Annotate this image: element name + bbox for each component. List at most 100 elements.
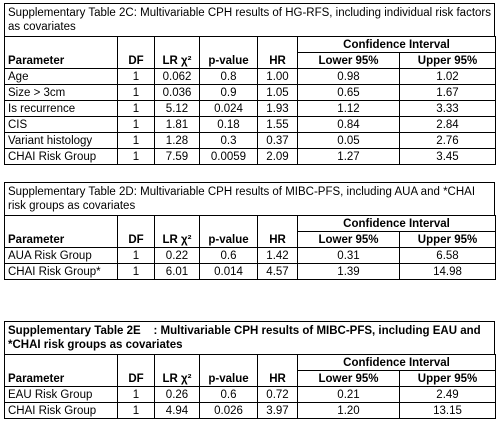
- table-row: AUA Risk Group 1 0.22 0.6 1.42 0.31 6.58: [4, 247, 496, 264]
- table-cell: 7.59: [154, 148, 200, 165]
- table-cell: 2.76: [399, 132, 496, 149]
- table-cell: 0.014: [199, 263, 258, 280]
- table-cell: 0.024: [199, 100, 258, 117]
- column-header: Parameter: [4, 354, 118, 387]
- table-row: CIS 1 1.81 0.18 1.55 0.84 2.84: [4, 116, 496, 133]
- table-row: CHAI Risk Group 1 7.59 0.0059 2.09 1.27 3.45: [4, 148, 496, 165]
- table-block: Supplementary Table 2E : Multivariable C…: [4, 321, 496, 419]
- table-cell: 0.036: [154, 84, 200, 101]
- table-cell: 1: [117, 68, 155, 85]
- column-header: Parameter: [4, 215, 118, 248]
- column-header: Lower 95%: [297, 370, 400, 387]
- table-cell: CHAI Risk Group*: [4, 263, 118, 280]
- table-cell: 1.00: [257, 68, 298, 85]
- table-cell: 13.15: [399, 402, 496, 419]
- table-cell: 0.9: [199, 84, 258, 101]
- column-header: Parameter: [4, 36, 118, 69]
- table-cell: 1: [117, 132, 155, 149]
- column-header: p-value: [199, 36, 258, 69]
- table-cell: 1.27: [297, 148, 400, 165]
- table-cell: 0.8: [199, 68, 258, 85]
- header-row: Lower 95% Upper 95%: [5, 231, 496, 248]
- table-cell: 4.57: [257, 263, 298, 280]
- column-header: HR: [257, 36, 298, 69]
- table-row: EAU Risk Group 1 0.26 0.6 0.72 0.21 2.49: [4, 386, 496, 403]
- table-caption: Supplementary Table 2C: Multivariable CP…: [4, 3, 495, 36]
- table-cell: 3.45: [399, 148, 496, 165]
- table-cell: Size > 3cm: [4, 84, 118, 101]
- table-cell: 0.6: [199, 247, 258, 264]
- table-cell: 14.98: [399, 263, 496, 280]
- table-cell: 0.026: [199, 402, 258, 419]
- table-row: CHAI Risk Group 1 4.94 0.026 3.97 1.20 13.15: [4, 402, 496, 419]
- table-cell: 6.58: [399, 247, 496, 264]
- table-cell: 1: [117, 247, 155, 264]
- table-cell: 0.98: [297, 68, 400, 85]
- table-cell: 1.20: [297, 402, 400, 419]
- column-header: p-value: [199, 354, 258, 387]
- header-row: Lower 95% Upper 95%: [5, 370, 496, 387]
- header-row: Parameter DF LR χ² p-value HR Confidence Inte…: [4, 215, 496, 248]
- column-header: Lower 95%: [297, 231, 400, 248]
- table-row: CHAI Risk Group* 1 6.01 0.014 4.57 1.39 14.98: [4, 263, 496, 280]
- table-cell: 1: [117, 84, 155, 101]
- data-table: Parameter DF LR χ² p-value HR Confidence Inte…: [4, 215, 496, 280]
- column-header: DF: [117, 215, 155, 248]
- table-cell: 4.94: [154, 402, 200, 419]
- table-cell: 0.21: [297, 386, 400, 403]
- table-row: Size > 3cm 1 0.036 0.9 1.05 0.65 1.67: [4, 84, 496, 101]
- table-cell: 0.31: [297, 247, 400, 264]
- column-header: LR χ²: [154, 215, 200, 248]
- group-header: Confidence Interval: [297, 354, 496, 371]
- table-cell: 1.93: [257, 100, 298, 117]
- table-cell: 0.37: [257, 132, 298, 149]
- table-cell: 0.3: [199, 132, 258, 149]
- column-header: LR χ²: [154, 36, 200, 69]
- column-header: p-value: [199, 215, 258, 248]
- table-cell: 1.67: [399, 84, 496, 101]
- table-row: Is recurrence 1 5.12 0.024 1.93 1.12 3.33: [4, 100, 496, 117]
- header-row: Parameter DF LR χ² p-value HR Confidence Inte…: [4, 36, 496, 69]
- column-header: Upper 95%: [399, 52, 496, 69]
- table-row: Variant histology 1 1.28 0.3 0.37 0.05 2.76: [4, 132, 496, 149]
- header-row: Parameter DF LR χ² p-value HR Confidence Inte…: [4, 354, 496, 387]
- table-cell: 0.22: [154, 247, 200, 264]
- column-header: LR χ²: [154, 354, 200, 387]
- table-cell: 6.01: [154, 263, 200, 280]
- table-cell: AUA Risk Group: [4, 247, 118, 264]
- table-cell: 0.6: [199, 386, 258, 403]
- table-cell: 0.0059: [199, 148, 258, 165]
- table-caption: Supplementary Table 2D: Multivariable CP…: [4, 182, 495, 215]
- column-header: HR: [257, 354, 298, 387]
- table-cell: CHAI Risk Group: [4, 402, 118, 419]
- column-header: DF: [117, 36, 155, 69]
- table-cell: 1.39: [297, 263, 400, 280]
- column-header: Upper 95%: [399, 370, 496, 387]
- table-cell: EAU Risk Group: [4, 386, 118, 403]
- table-cell: 1.05: [257, 84, 298, 101]
- table-cell: CHAI Risk Group: [4, 148, 118, 165]
- table-cell: 1: [117, 116, 155, 133]
- table-cell: 1: [117, 263, 155, 280]
- table-cell: 3.97: [257, 402, 298, 419]
- table-block: Supplementary Table 2D: Multivariable CP…: [4, 182, 496, 280]
- table-cell: CIS: [4, 116, 118, 133]
- table-cell: 2.09: [257, 148, 298, 165]
- table-cell: 0.26: [154, 386, 200, 403]
- table-row: Age 1 0.062 0.8 1.00 0.98 1.02: [4, 68, 496, 85]
- table-cell: 0.65: [297, 84, 400, 101]
- table-cell: 1.02: [399, 68, 496, 85]
- column-header: Lower 95%: [297, 52, 400, 69]
- table-cell: 1.12: [297, 100, 400, 117]
- table-caption: Supplementary Table 2E : Multivariable C…: [4, 321, 495, 354]
- table-cell: 0.05: [297, 132, 400, 149]
- table-cell: 2.49: [399, 386, 496, 403]
- table-block: Supplementary Table 2C: Multivariable CP…: [4, 3, 496, 165]
- table-cell: Age: [4, 68, 118, 85]
- table-cell: Variant histology: [4, 132, 118, 149]
- table-cell: 1: [117, 148, 155, 165]
- table-cell: 1.55: [257, 116, 298, 133]
- table-cell: Is recurrence: [4, 100, 118, 117]
- table-cell: 0.72: [257, 386, 298, 403]
